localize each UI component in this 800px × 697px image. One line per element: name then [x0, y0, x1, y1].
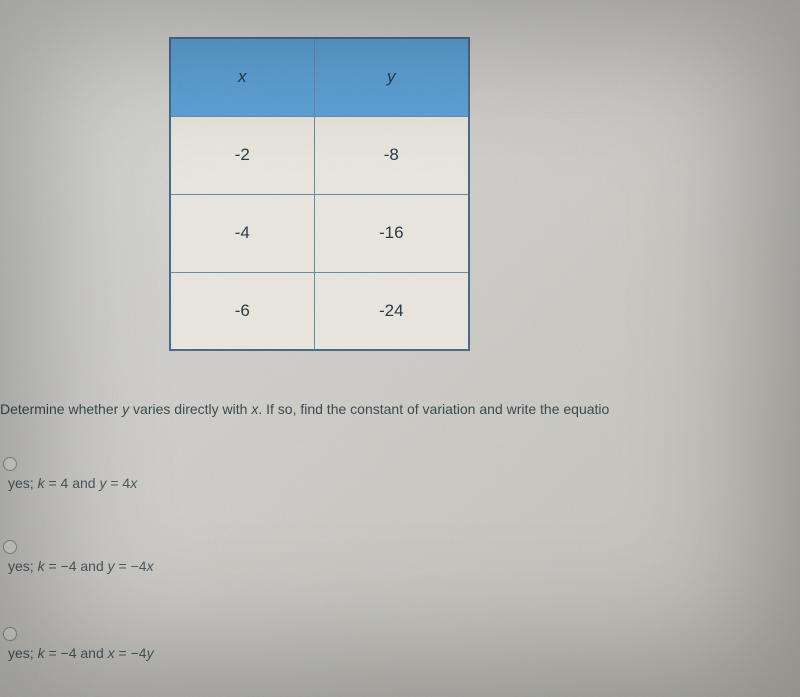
opt-text: = −4 and [45, 645, 108, 661]
opt-text: yes; [8, 475, 38, 491]
opt-text: = −4 and [45, 558, 108, 574]
cell: -4 [170, 194, 314, 272]
opt-text: = −4 [115, 645, 147, 661]
cell: -2 [170, 116, 314, 194]
table-row: -4 -16 [170, 194, 469, 272]
question-text: Determine whether y varies directly with… [0, 401, 609, 417]
cell: -24 [314, 272, 469, 350]
opt-var: x [147, 558, 154, 574]
xy-table: x y -2 -8 -4 -16 -6 -24 [169, 37, 470, 351]
opt-text: = 4 [106, 475, 130, 491]
opt-text: = −4 [115, 558, 147, 574]
cell: -6 [170, 272, 314, 350]
col-header-y: y [314, 38, 469, 116]
opt-var: x [130, 475, 137, 491]
cell: -16 [314, 194, 469, 272]
q-prefix: Determine whether [0, 401, 122, 417]
radio-icon[interactable] [3, 457, 17, 471]
opt-var: y [147, 645, 154, 661]
radio-icon[interactable] [3, 540, 17, 554]
opt-var: k [38, 475, 45, 491]
opt-var: k [38, 645, 45, 661]
cell: -8 [314, 116, 469, 194]
option-2[interactable]: yes; k = −4 and y = −4x [8, 558, 154, 574]
opt-var: x [108, 645, 115, 661]
opt-text: yes; [8, 558, 38, 574]
table-row: -2 -8 [170, 116, 469, 194]
q-suffix: . If so, find the constant of variation … [258, 401, 609, 417]
option-1[interactable]: yes; k = 4 and y = 4x [8, 475, 137, 491]
q-mid: varies directly with [129, 401, 251, 417]
opt-var: y [108, 558, 115, 574]
table-row: -6 -24 [170, 272, 469, 350]
col-header-x: x [170, 38, 314, 116]
data-table: x y -2 -8 -4 -16 -6 -24 [169, 37, 470, 351]
radio-icon[interactable] [3, 627, 17, 641]
opt-var: k [38, 558, 45, 574]
opt-text: = 4 and [45, 475, 100, 491]
opt-text: yes; [8, 645, 38, 661]
option-3[interactable]: yes; k = −4 and x = −4y [8, 645, 154, 661]
